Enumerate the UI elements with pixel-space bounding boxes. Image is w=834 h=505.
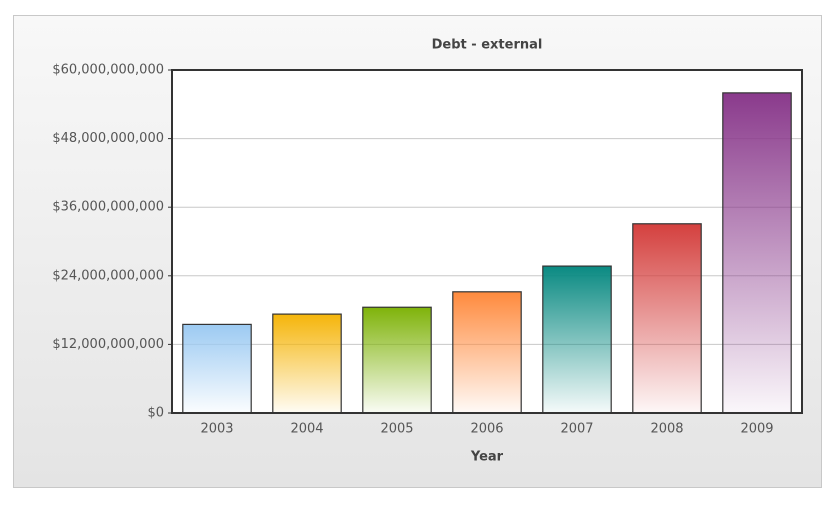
x-tick-label: 2005 [380, 422, 413, 437]
x-tick-label: 2008 [650, 422, 683, 437]
bar [362, 306, 432, 414]
plot-border [171, 69, 803, 414]
y-tick-label: $12,000,000,000 [52, 337, 164, 352]
chart-title: Debt - external [432, 38, 543, 53]
bar [272, 313, 342, 414]
x-tick-label: 2006 [470, 422, 503, 437]
bar [542, 265, 612, 414]
y-tick-label: $48,000,000,000 [52, 131, 164, 146]
x-tick-label: 2003 [200, 422, 233, 437]
bar [632, 223, 702, 414]
y-tick-label: $60,000,000,000 [52, 63, 164, 78]
x-tick-label: 2007 [560, 422, 593, 437]
x-tick-label: 2009 [740, 422, 773, 437]
y-tick-label: $0 [147, 406, 164, 421]
bar [452, 291, 522, 414]
bar [182, 323, 252, 414]
y-tick-label: $36,000,000,000 [52, 200, 164, 215]
y-tick-label: $24,000,000,000 [52, 268, 164, 283]
x-axis-title: Year [470, 450, 504, 465]
x-tick-label: 2004 [290, 422, 323, 437]
bars [182, 92, 792, 414]
bar [722, 92, 792, 414]
